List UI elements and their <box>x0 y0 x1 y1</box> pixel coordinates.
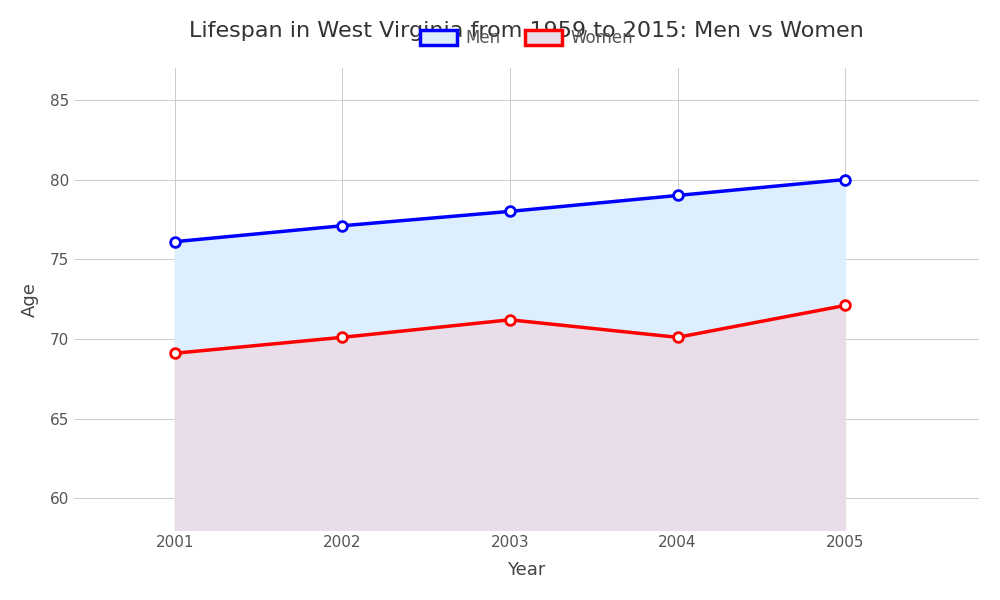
Title: Lifespan in West Virginia from 1959 to 2015: Men vs Women: Lifespan in West Virginia from 1959 to 2… <box>189 22 864 41</box>
Y-axis label: Age: Age <box>21 281 39 317</box>
X-axis label: Year: Year <box>507 561 546 579</box>
Legend: Men, Women: Men, Women <box>412 21 641 55</box>
